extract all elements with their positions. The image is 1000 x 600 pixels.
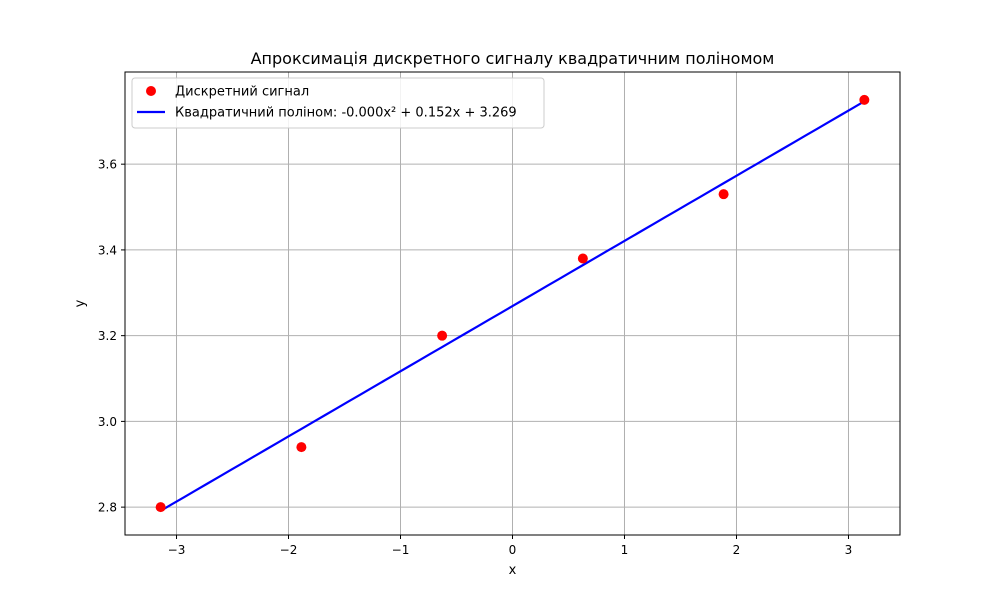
x-tick-label: −2 [280, 543, 298, 557]
y-tick-label: 3.6 [98, 158, 117, 172]
x-tick-label: −1 [392, 543, 410, 557]
data-point [296, 442, 307, 453]
y-axis-label: y [73, 299, 88, 307]
x-tick-label: −3 [168, 543, 186, 557]
y-tick-label: 2.8 [98, 501, 117, 515]
data-point [859, 94, 870, 105]
x-tick-label: 2 [733, 543, 741, 557]
data-point [437, 330, 448, 341]
grid [125, 72, 900, 535]
y-tick-label: 3.4 [98, 243, 117, 257]
plot-area [155, 94, 870, 513]
x-axis-label: x [509, 563, 517, 578]
legend-label: Дискретний сигнал [175, 85, 309, 100]
legend-marker-scatter [146, 86, 156, 96]
x-tick-label: 1 [621, 543, 629, 557]
fit-line [160, 100, 865, 512]
data-point [718, 189, 729, 200]
chart-title: Апроксимація дискретного сигналу квадрат… [251, 49, 775, 68]
x-tick-label: 0 [509, 543, 517, 557]
y-tick-label: 3.0 [98, 415, 117, 429]
x-tick-label: 3 [845, 543, 853, 557]
legend-label: Квадратичний поліном: -0.000x² + 0.152x … [175, 106, 517, 121]
data-point [577, 253, 588, 264]
legend-box [131, 77, 545, 129]
axis-ticks: −3 −2 −1 0 1 2 3 2.8 3.0 3.2 3.4 3.6 [98, 158, 852, 557]
y-tick-label: 3.2 [98, 329, 117, 343]
data-point [155, 502, 166, 513]
legend: Дискретний сигнал Квадратичний поліном: -… [131, 77, 545, 129]
